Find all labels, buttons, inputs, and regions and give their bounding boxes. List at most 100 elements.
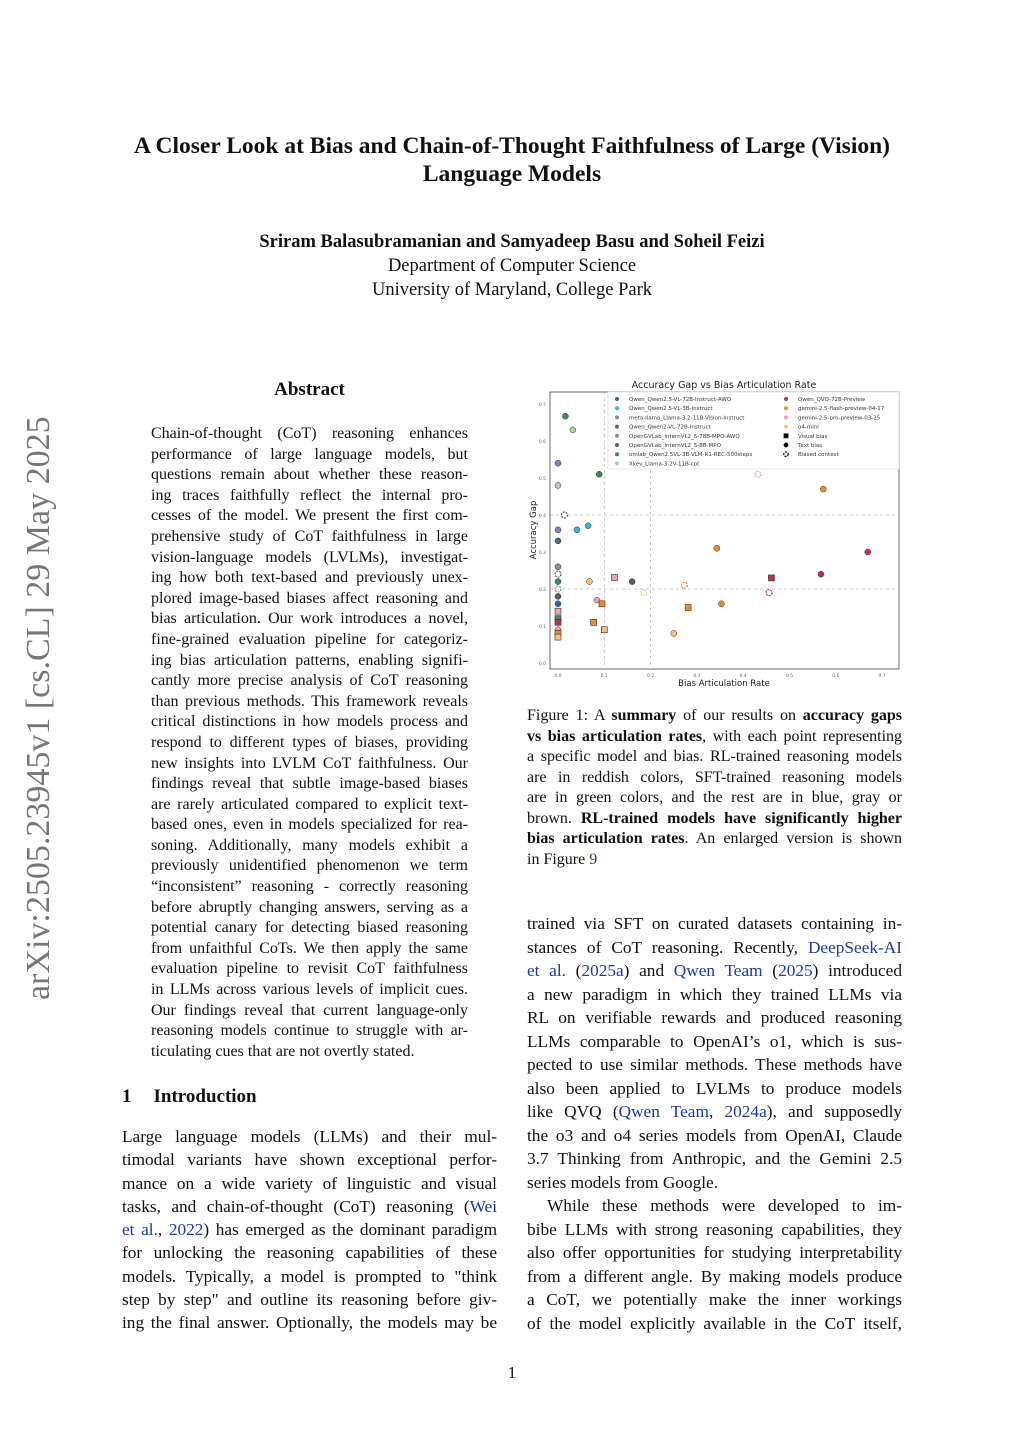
title-line: A Closer Look at Bias and Chain-of-Thoug… xyxy=(133,133,891,159)
legend-marker xyxy=(615,461,619,466)
legend-label: gemini-2.5-flash-preview-04-17 xyxy=(798,406,885,412)
text-line: are in reddish colors, SFT-trained reaso… xyxy=(527,768,902,789)
arxiv-stamp: arXiv:2505.23945v1 [cs.CL] 29 May 2025 xyxy=(20,416,57,1000)
text-span: ) has emerged as the dominant paradigm xyxy=(203,1220,498,1239)
text-line: like QVQ (Qwen Team, 2024a), and suppose… xyxy=(527,1100,902,1124)
authors: Sriram Balasubramanian and Samyadeep Bas… xyxy=(259,232,765,252)
data-point xyxy=(595,471,603,478)
citation-link[interactable]: 9 xyxy=(589,850,598,868)
data-point xyxy=(573,526,581,534)
data-point xyxy=(590,619,597,626)
x-tick-label: 0.1 xyxy=(601,673,608,679)
text-line: trained via SFT on curated datasets cont… xyxy=(527,912,902,936)
legend-label: o4-mini xyxy=(798,425,819,431)
data-point xyxy=(718,600,725,608)
x-tick-label: 0.3 xyxy=(693,673,700,679)
legend-label: Qwen_Qwen2.5-VL-72B-Instruct-AWQ xyxy=(629,397,732,403)
text-line: new insights into LVLM CoT faithfulness.… xyxy=(151,754,468,772)
text-line: previously unidentified phenomenon we te… xyxy=(151,857,468,875)
text-span: ), and supposedly xyxy=(766,1102,903,1121)
data-point xyxy=(562,412,569,420)
data-point xyxy=(554,526,562,534)
text-line: than previous methods. This framework re… xyxy=(151,692,468,710)
text-line: RL on verifiable rewards and produced re… xyxy=(527,1006,902,1030)
text-line: questions remain about whether these rea… xyxy=(151,466,468,484)
x-tick-label: 0.4 xyxy=(740,673,747,679)
data-point xyxy=(864,548,871,556)
citation-link[interactable]: Wei xyxy=(469,1196,497,1216)
legend-box xyxy=(607,391,900,470)
text-line: fine-grained evaluation pipeline for cat… xyxy=(151,630,468,648)
text-span: in Figure xyxy=(527,850,590,868)
text-line: in Figure 9 xyxy=(527,850,902,871)
text-span: the o3 and o4 series models from OpenAI,… xyxy=(527,1125,902,1145)
data-point xyxy=(554,633,562,641)
text-line: also offer opportunities for studying in… xyxy=(527,1241,902,1265)
text-span: a specific model and bias. RL-trained re… xyxy=(527,748,902,765)
citation-link[interactable]: 2025 xyxy=(778,961,813,980)
x-tick-label: 0.0 xyxy=(554,673,561,679)
citation-link[interactable]: 2022 xyxy=(168,1220,204,1239)
legend-marker xyxy=(615,424,619,429)
text-span: While these methods were developed to im… xyxy=(547,1196,902,1215)
citation-link[interactable]: et al. xyxy=(122,1220,158,1239)
citation-link[interactable]: 2024a xyxy=(724,1102,767,1121)
text-span: are in green colors, and the rest are in… xyxy=(527,789,902,806)
data-point xyxy=(584,522,592,529)
data-point xyxy=(554,585,562,593)
text-line: et al. (2025a) and Qwen Team (2025) intr… xyxy=(527,959,902,983)
legend-marker-c xyxy=(783,451,789,458)
legend-label: Qwen_QVQ-72B-Preview xyxy=(798,397,866,403)
legend-marker xyxy=(615,433,619,438)
text-span: of the model explicitly available in the… xyxy=(527,1313,902,1333)
text-line: LLMs comparable to OpenAI’s o1, which is… xyxy=(527,1030,902,1054)
legend-label: Xkev_Llama-3.2V-11B-cot xyxy=(629,461,700,467)
legend-marker xyxy=(784,424,788,429)
legend-marker xyxy=(615,415,619,420)
citation-link[interactable]: 2025a xyxy=(581,961,624,980)
text-span: also offer opportunities for studying in… xyxy=(527,1243,902,1262)
legend-marker xyxy=(784,415,788,420)
text-line: based ones, even in models specialized f… xyxy=(151,816,468,834)
citation-link[interactable]: Qwen Team xyxy=(673,961,763,980)
legend-marker xyxy=(615,452,619,457)
x-tick-label: 0.6 xyxy=(832,673,839,679)
data-point xyxy=(611,574,618,581)
legend-marker xyxy=(615,406,619,411)
text-line: critical distinctions in how models proc… xyxy=(151,713,468,731)
bold-text: RL-trained models have significantly hig… xyxy=(580,809,902,827)
y-tick-label: 0.4 xyxy=(539,513,546,519)
legend-marker xyxy=(784,397,788,401)
text-line: before abruptly changing answers, servin… xyxy=(151,898,468,916)
text-span: bibe LLMs with strong reasoning capabili… xyxy=(527,1219,902,1239)
data-point xyxy=(593,596,601,604)
citation-link[interactable]: Qwen Team xyxy=(618,1102,709,1121)
legend-label: OpenGVLab_InternVL2_5-8B-MPO xyxy=(629,443,722,449)
text-line: models. Typically, a model is prompted t… xyxy=(122,1265,497,1288)
data-point xyxy=(640,589,648,597)
y-tick-label: 0.3 xyxy=(539,550,546,556)
data-point xyxy=(554,570,562,578)
page-number: 1 xyxy=(507,1363,517,1382)
text-line: soning. Additionally, many models exhibi… xyxy=(151,836,468,854)
text-span: brown. xyxy=(527,809,581,827)
text-line: et al., 2022) has emerged as the dominan… xyxy=(122,1218,497,1241)
title-line: Language Models xyxy=(422,161,602,187)
data-point xyxy=(768,574,775,582)
data-point xyxy=(754,470,762,478)
figure-1-scatter-plot: 0.0 0.1 0.2 0.3 0.4 0.5 0.6 0.7 0.0 0.1 0.2 0.3 0.4 0… xyxy=(529,380,900,689)
legend-marker-v xyxy=(783,433,789,439)
abstract-text: Chain-of-thought (CoT) reasoning enhance… xyxy=(151,424,468,1062)
x-axis-label: Bias Articulation Rate xyxy=(678,679,770,689)
text-span: , xyxy=(157,1220,169,1239)
legend-marker xyxy=(615,443,619,447)
text-line: are rarely articulated compared to expli… xyxy=(151,795,468,813)
citation-link[interactable]: et al. xyxy=(527,961,566,980)
data-point xyxy=(680,581,688,589)
citation-link[interactable]: DeepSeek-AI xyxy=(807,937,902,957)
text-span: ( xyxy=(762,961,779,980)
data-point xyxy=(820,485,827,493)
text-line: vs bias articulation rates, with each po… xyxy=(527,727,902,748)
bold-text: bias articulation rates xyxy=(527,830,685,847)
y-tick-label: 0.7 xyxy=(539,402,546,408)
